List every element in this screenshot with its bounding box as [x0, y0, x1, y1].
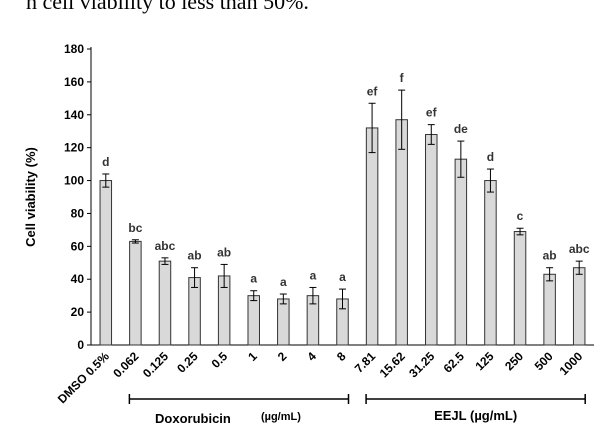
significance-label: a [310, 268, 317, 282]
y-tick-label: 80 [71, 206, 85, 220]
significance-label: abc [155, 239, 176, 253]
significance-label: d [487, 150, 494, 164]
x-tick-label: 125 [472, 349, 496, 373]
x-tick-label: 250 [502, 349, 526, 373]
significance-label: ab [188, 249, 202, 263]
significance-label: d [102, 155, 109, 169]
significance-label: f [400, 71, 405, 85]
significance-label: a [250, 272, 257, 286]
bar [572, 267, 586, 346]
significance-label: a [280, 275, 287, 289]
x-tick-label: 8 [334, 349, 349, 364]
x-tick-label: 62.5 [441, 349, 468, 376]
x-tick-label: 2 [275, 349, 290, 364]
y-axis-label: Cell viability (%) [23, 147, 38, 247]
significance-label: c [517, 209, 524, 223]
x-tick-label: 0.25 [174, 349, 201, 376]
group-unit: (µg/mL) [261, 411, 301, 423]
y-tick-label: 160 [64, 75, 84, 89]
significance-label: ef [367, 84, 379, 98]
y-tick-label: 40 [71, 272, 85, 286]
y-tick-label: 180 [64, 42, 84, 56]
significance-label: ab [543, 249, 557, 263]
x-tick-label: 7.81 [352, 349, 379, 376]
bar [99, 180, 113, 346]
significance-label: de [454, 122, 468, 136]
bar [454, 158, 468, 346]
bar [513, 231, 527, 346]
bar [277, 298, 290, 346]
x-tick-label: 0.125 [140, 349, 171, 380]
group-name: Doxorubicin [155, 411, 231, 426]
x-tick-label: 4 [304, 349, 319, 364]
x-tick-label: 1000 [557, 349, 586, 378]
x-tick-label: 1 [245, 349, 260, 364]
y-tick-label: 60 [71, 239, 85, 253]
x-tick-label: 31.25 [406, 349, 437, 380]
bar [395, 119, 408, 346]
caption-fragment: h cell viability to less than 50%. [26, 0, 309, 14]
bar [129, 240, 142, 346]
bar [425, 134, 438, 346]
y-tick-label: 100 [64, 174, 84, 188]
x-tick-label: 0.5 [209, 349, 231, 371]
y-tick-label: 140 [64, 108, 84, 122]
y-axis: 0 20 40 60 80 100 120 140 160 180 Cell viability (… [23, 42, 594, 352]
x-tick-label: 0.062 [110, 349, 141, 380]
bar [158, 260, 172, 346]
bar [247, 295, 260, 346]
bar [543, 273, 556, 346]
significance-label: bc [128, 221, 142, 235]
bar [365, 127, 379, 346]
x-tick-label: 500 [532, 349, 556, 373]
x-tick-label: 15.62 [377, 349, 408, 380]
y-tick-label: 0 [77, 338, 84, 352]
significance-label: abc [569, 242, 590, 256]
y-tick-label: 120 [64, 141, 84, 155]
significance-label: a [339, 270, 346, 284]
significance-label: ef [426, 106, 438, 120]
group-name: EEJL (µg/mL) [434, 408, 517, 423]
group-brackets: Doxorubicin (µg/mL) EEJL (µg/mL) [128, 394, 586, 426]
y-tick-label: 20 [71, 305, 85, 319]
x-tick-label: DMSO 0.5% [55, 349, 112, 406]
significance-label: ab [217, 245, 231, 259]
bar [484, 180, 497, 346]
